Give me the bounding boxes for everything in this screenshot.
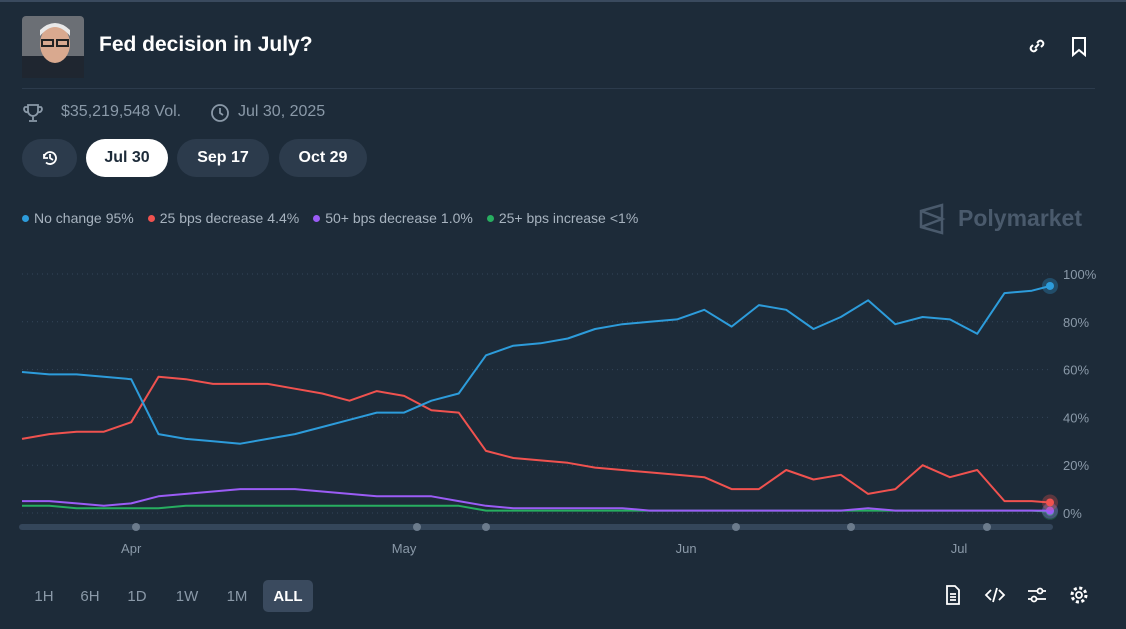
time-range-button[interactable]: 1D [127,587,147,605]
legend-name: 25 bps decrease [159,210,264,226]
time-range-button[interactable]: 1H [34,587,54,605]
market-title: Fed decision in July? [99,33,313,56]
range-handle [413,523,421,531]
legend: No change 95% 25 bps decrease 4.4% 50+ bps d… [22,210,638,226]
end-date: Jul 30, 2025 [238,103,326,120]
settings-icon[interactable] [1068,584,1090,606]
legend-value: <1% [609,210,639,226]
y-tick-label: 100% [1063,267,1097,282]
clock-icon [211,104,229,122]
range-handle [983,523,991,531]
x-tick-label: Jul [951,541,968,556]
y-tick-label: 40% [1063,410,1089,425]
legend-item[interactable]: No change 95% [22,210,134,226]
range-handle [132,523,140,531]
avatar [22,16,84,78]
chart: 0% 20% 40% 60% 80% 100% Apr May Jun Jul [19,267,1097,556]
time-range-button[interactable]: 6H [80,587,100,605]
end-dot [1046,498,1054,507]
y-tick-label: 60% [1063,363,1089,378]
x-tick-label: Jun [676,541,697,556]
legend-item[interactable]: 25 bps decrease 4.4% [147,210,300,226]
divider [22,88,1095,89]
y-tick-label: 80% [1063,315,1089,330]
history-button[interactable] [22,139,77,177]
brand-name: Polymarket [958,205,1083,231]
date-tab[interactable]: Sep 17 [177,139,269,177]
volume: $35,219,548 Vol. [61,103,182,120]
range-handle [732,523,740,531]
series-line [22,488,1050,512]
y-tick-label: 20% [1063,458,1089,473]
brand-logo [919,203,946,235]
end-dot [1046,506,1054,515]
link-icon[interactable] [1026,35,1048,57]
range-handle [482,523,490,531]
embed-icon[interactable] [984,584,1006,606]
legend-value: 1.0% [440,210,473,226]
x-tick-label: Apr [121,541,142,556]
series-line [21,375,1051,504]
time-range-button[interactable]: ALL [263,580,313,612]
range-handle [847,523,855,531]
x-tick-label: May [392,541,417,556]
filter-icon[interactable] [1026,584,1048,606]
legend-name: No change [34,210,102,226]
date-tab[interactable]: Oct 29 [279,139,367,177]
time-range-button[interactable]: 1M [226,587,248,605]
doc-icon[interactable] [942,584,964,606]
end-dot [1046,281,1054,290]
legend-value: 4.4% [267,210,300,226]
top-border [0,0,1126,2]
trophy-icon [23,104,43,122]
time-range-button[interactable]: 1W [175,587,199,605]
legend-dot [486,215,494,222]
legend-dot [22,215,29,222]
date-tab[interactable]: Jul 30 [86,139,168,177]
legend-dot [147,215,155,222]
legend-item[interactable]: 50+ bps decrease 1.0% [313,210,473,226]
legend-name: 50+ bps decrease [325,210,437,226]
legend-value: 95% [105,210,134,226]
legend-dot [313,215,321,222]
legend-name: 25+ bps increase [498,210,606,226]
y-tick-label: 0% [1063,506,1082,521]
legend-item[interactable]: 25+ bps increase <1% [486,210,639,226]
bookmark-icon[interactable] [1068,35,1090,57]
series-line [21,285,1051,445]
